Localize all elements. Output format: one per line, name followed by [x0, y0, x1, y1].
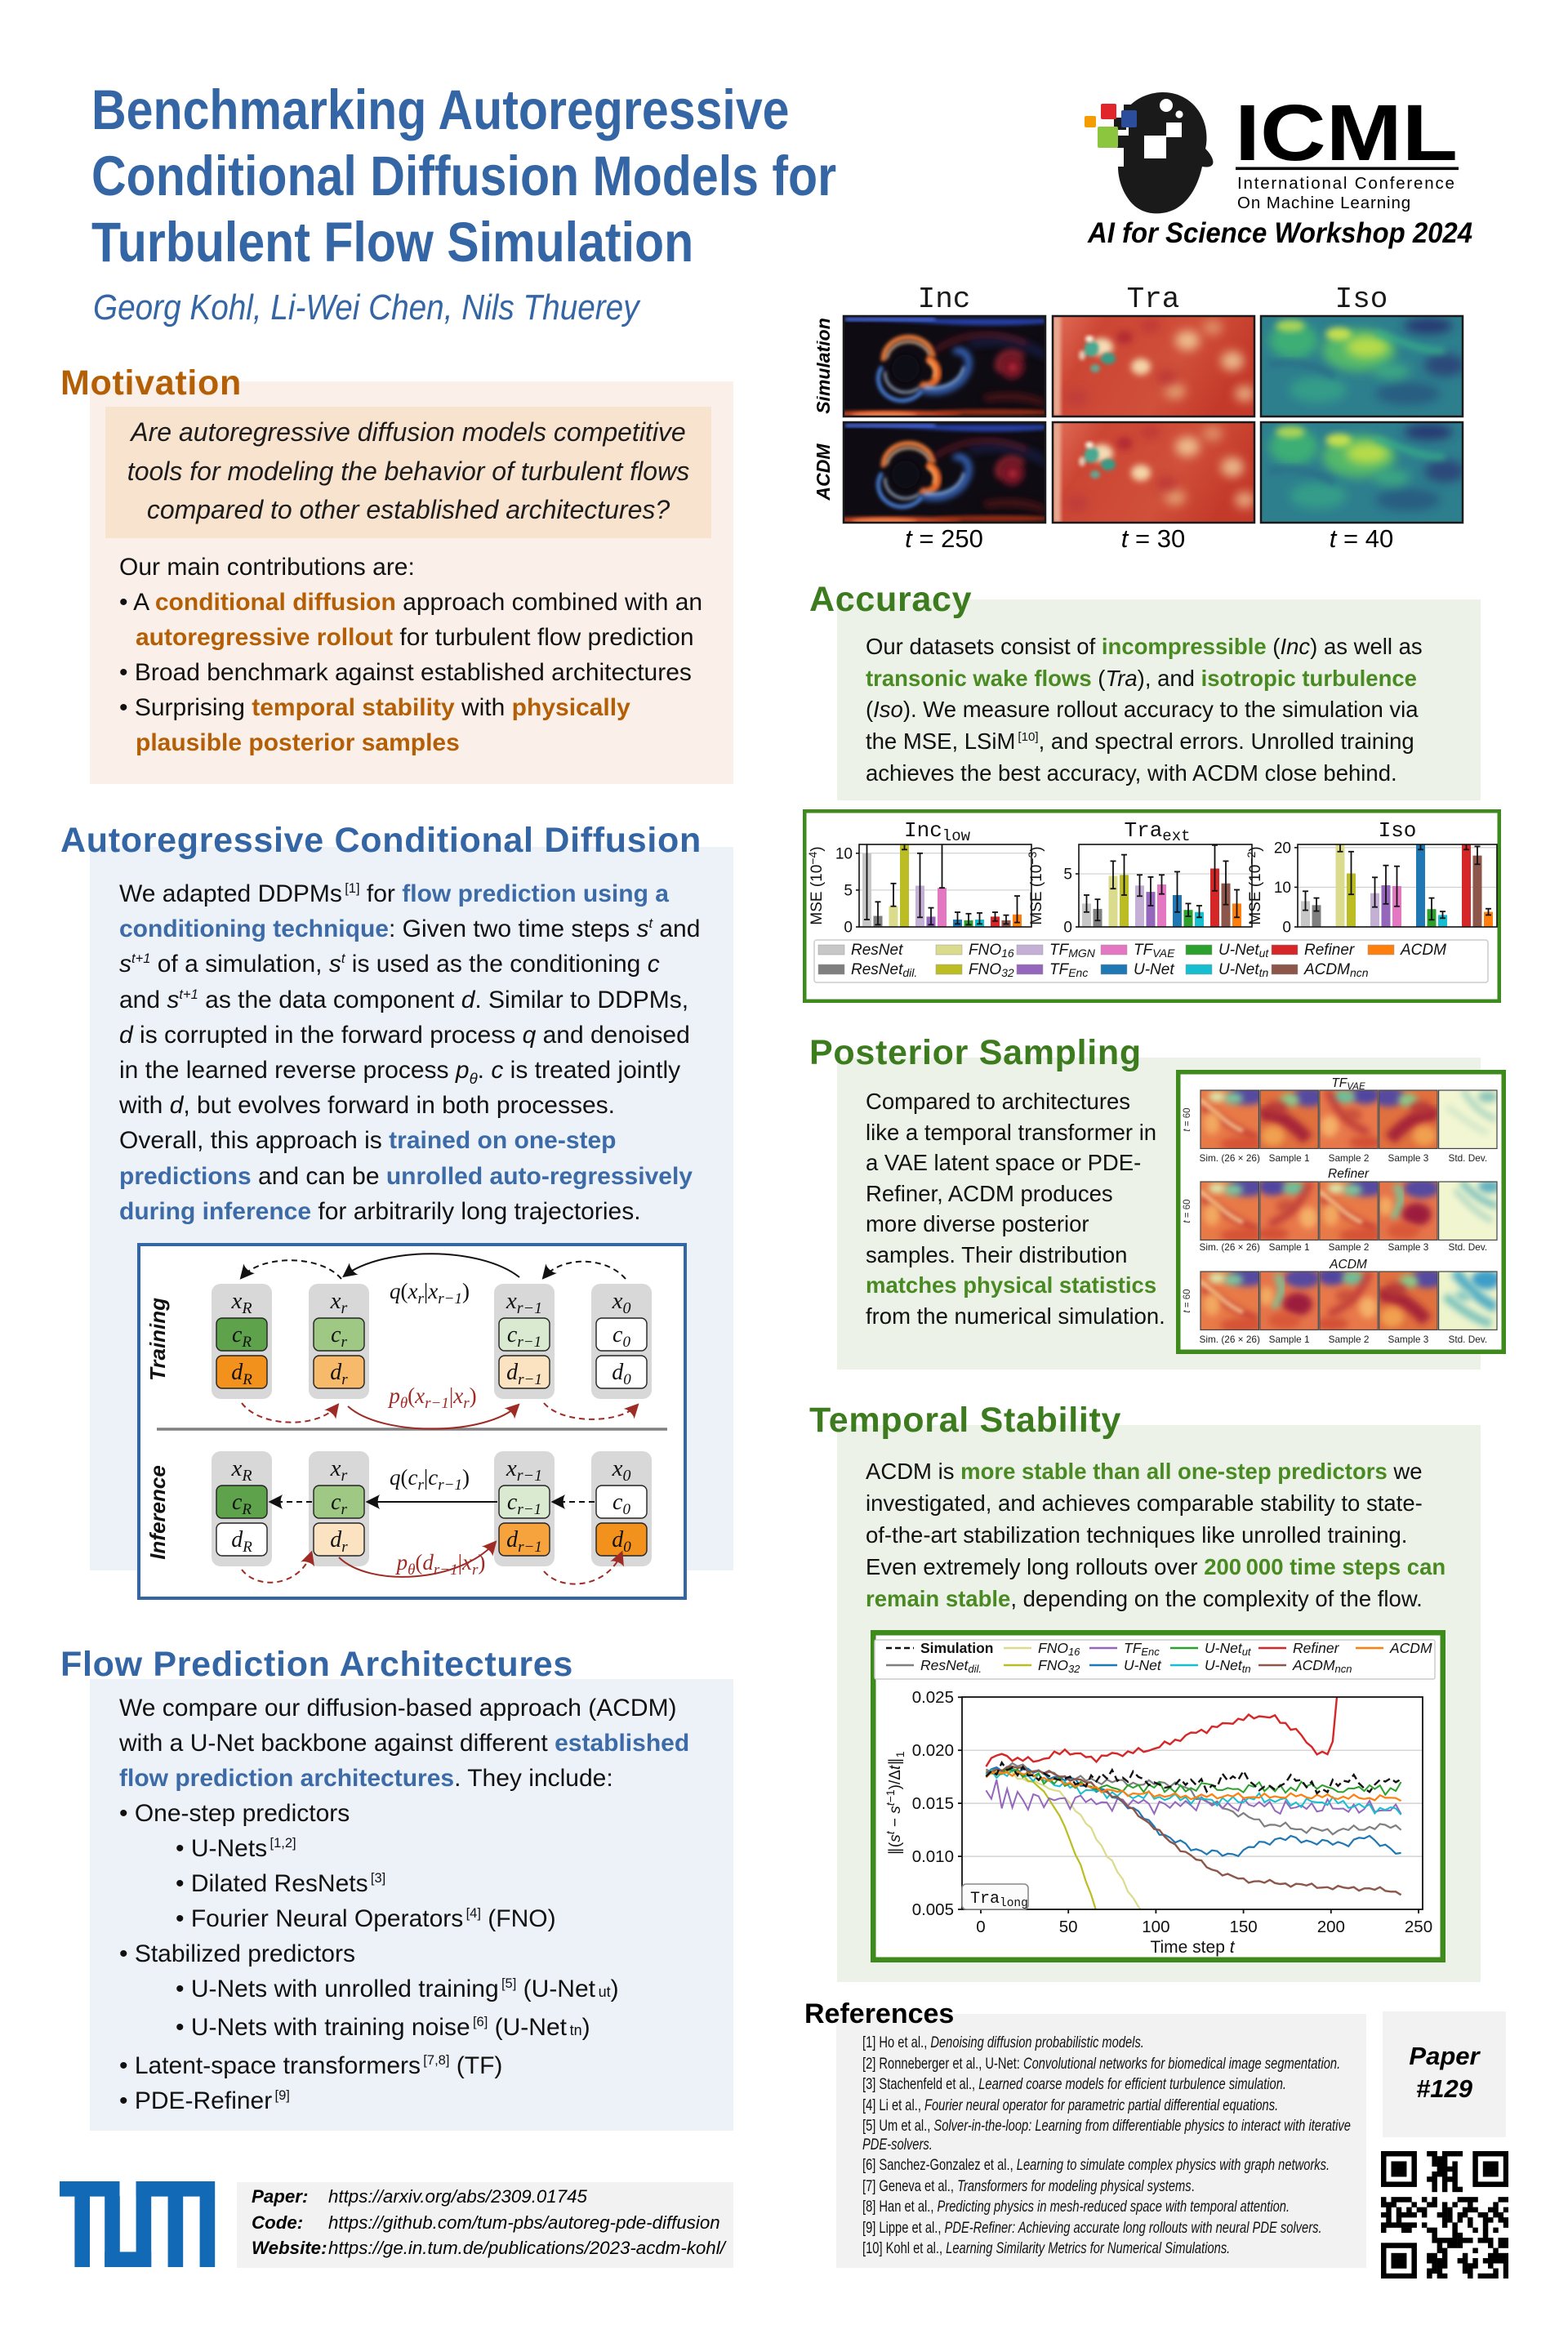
svg-text:Simulation: Simulation [817, 318, 834, 414]
svg-text:0.025: 0.025 [912, 1688, 954, 1707]
svg-text:Sample 2: Sample 2 [1329, 1152, 1370, 1164]
svg-text:FNO16: FNO16 [969, 942, 1014, 960]
svg-text:100: 100 [1142, 1918, 1169, 1936]
svg-text:10: 10 [835, 845, 853, 862]
svg-text:U-Net: U-Net [1124, 1657, 1162, 1673]
svg-text:Std. Dev.: Std. Dev. [1448, 1152, 1487, 1164]
svg-text:Inference: Inference [145, 1465, 170, 1560]
svg-text:TFEnc: TFEnc [1049, 961, 1088, 979]
svg-text:ACDM: ACDM [817, 443, 834, 501]
svg-text:cr−1: cr−1 [507, 1490, 541, 1518]
svg-text:U-Netut: U-Netut [1218, 942, 1269, 960]
svg-text:0.010: 0.010 [912, 1847, 954, 1866]
svg-text:0.015: 0.015 [912, 1794, 954, 1813]
svg-text:Tra: Tra [1127, 283, 1180, 316]
svg-text:Std. Dev.: Std. Dev. [1448, 1241, 1487, 1253]
svg-text:ACDMncn: ACDMncn [1303, 961, 1369, 979]
svg-text:Iso: Iso [1379, 818, 1417, 843]
svg-text:Refiner: Refiner [1328, 1167, 1370, 1181]
svg-text:50: 50 [1059, 1918, 1078, 1936]
svg-text:ICML: ICML [1235, 88, 1458, 177]
svg-text:t = 250: t = 250 [905, 524, 983, 553]
svg-text:Std. Dev.: Std. Dev. [1448, 1334, 1487, 1345]
svg-text:ACDM: ACDM [1329, 1258, 1367, 1272]
svg-text:t = 60: t = 60 [1183, 1199, 1192, 1223]
svg-text:0: 0 [1063, 920, 1072, 937]
svg-text:0.005: 0.005 [912, 1900, 954, 1919]
svg-text:Sample 2: Sample 2 [1329, 1334, 1370, 1345]
svg-text:Sample 3: Sample 3 [1388, 1241, 1428, 1253]
svg-text:Traext: Traext [1124, 818, 1190, 845]
svg-text:ResNetdil.: ResNetdil. [851, 961, 917, 979]
svg-text:ACDM: ACDM [1400, 942, 1446, 959]
svg-text:Time step t: Time step t [1150, 1938, 1235, 1957]
svg-text:Sample 1: Sample 1 [1269, 1152, 1310, 1164]
svg-text:ACDM: ACDM [1389, 1640, 1432, 1656]
svg-text:10: 10 [1274, 880, 1291, 897]
svg-text:150: 150 [1229, 1918, 1257, 1936]
svg-text:250: 250 [1405, 1918, 1432, 1936]
svg-text:5: 5 [844, 882, 853, 899]
svg-text:TFVAE: TFVAE [1134, 942, 1175, 960]
svg-text:U-Net: U-Net [1134, 961, 1174, 978]
svg-text:Simulation: Simulation [920, 1640, 993, 1656]
svg-text:Sample 2: Sample 2 [1329, 1241, 1370, 1253]
svg-text:Refiner: Refiner [1293, 1640, 1340, 1656]
svg-text:ResNet: ResNet [851, 942, 903, 959]
svg-text:TFMGN: TFMGN [1049, 942, 1096, 960]
svg-text:Sample 3: Sample 3 [1388, 1334, 1428, 1345]
svg-text:0: 0 [976, 1918, 985, 1936]
svg-text:On Machine Learning: On Machine Learning [1237, 194, 1411, 212]
svg-text:t = 40: t = 40 [1330, 524, 1393, 553]
svg-text:5: 5 [1063, 866, 1072, 884]
svg-text:Training: Training [145, 1298, 170, 1381]
svg-text:AI for Science Workshop 2024: AI for Science Workshop 2024 [1087, 217, 1472, 249]
svg-text:Sample 1: Sample 1 [1269, 1241, 1310, 1253]
svg-text:Sim. (26 × 26): Sim. (26 × 26) [1199, 1241, 1259, 1253]
svg-text:FNO32: FNO32 [969, 961, 1014, 979]
svg-text:Inc: Inc [918, 283, 971, 316]
svg-text:Refiner: Refiner [1304, 942, 1355, 959]
svg-text:International Conference: International Conference [1237, 174, 1456, 193]
svg-text:U-Nettn: U-Nettn [1205, 1657, 1251, 1675]
svg-text:Sim. (26 × 26): Sim. (26 × 26) [1199, 1152, 1259, 1164]
svg-text:t = 60: t = 60 [1183, 1107, 1192, 1131]
svg-text:0.020: 0.020 [912, 1741, 954, 1760]
svg-text:0: 0 [844, 920, 853, 937]
svg-text:t = 30: t = 30 [1121, 524, 1185, 553]
svg-text:ResNetdil.: ResNetdil. [920, 1657, 982, 1675]
svg-text:U-Netut: U-Netut [1205, 1640, 1252, 1658]
svg-text:Iso: Iso [1335, 283, 1388, 316]
svg-text:0: 0 [1282, 920, 1291, 937]
svg-text:Sim. (26 × 26): Sim. (26 × 26) [1199, 1334, 1259, 1345]
svg-text:200: 200 [1317, 1918, 1345, 1936]
svg-text:Sample 1: Sample 1 [1269, 1334, 1310, 1345]
svg-text:t = 60: t = 60 [1183, 1289, 1192, 1312]
svg-text:Sample 3: Sample 3 [1388, 1152, 1428, 1164]
svg-text:20: 20 [1274, 840, 1291, 857]
svg-text:MSE (10−2): MSE (10−2) [1245, 846, 1264, 924]
svg-text:U-Nettn: U-Nettn [1218, 961, 1269, 979]
